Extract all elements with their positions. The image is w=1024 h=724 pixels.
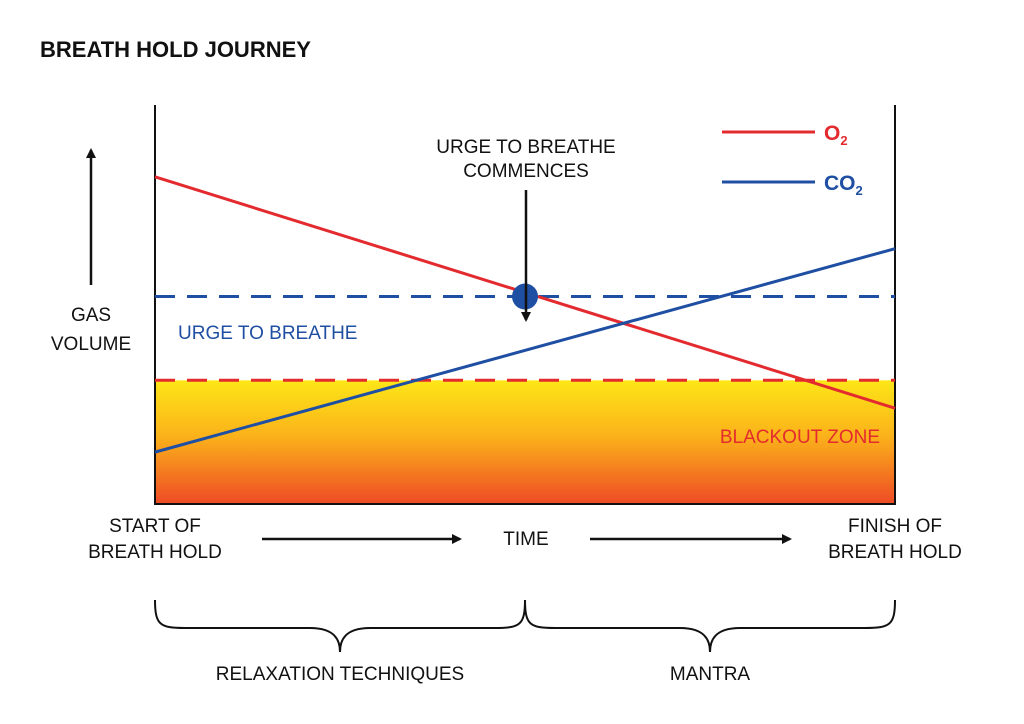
x-axis-start-label-line2: BREATH HOLD (88, 542, 222, 563)
diagram-title: BREATH HOLD JOURNEY (40, 37, 311, 62)
phase-label-mantra: MANTRA (670, 664, 751, 685)
co2-series-line (154, 247, 896, 454)
x-axis-finish-label-line1: FINISH OF (848, 516, 942, 537)
urge-commences-label-line1: URGE TO BREATHE (436, 137, 615, 158)
urge-threshold-label: URGE TO BREATHE (178, 323, 357, 344)
blackout-zone-area (155, 380, 895, 504)
legend-co2-subscript: 2 (856, 183, 863, 198)
legend: O2 CO2 (722, 122, 863, 198)
mantra-phase-brace (524, 599, 896, 653)
urge-commences-label-line2: COMMENCES (463, 161, 589, 182)
relaxation-phase-brace (154, 599, 526, 653)
y-axis-label-line2: VOLUME (51, 334, 131, 355)
legend-co2-label: CO2 (824, 172, 863, 198)
phase-label-relaxation: RELAXATION TECHNIQUES (216, 664, 464, 685)
blackout-zone-label: BLACKOUT ZONE (720, 427, 880, 448)
x-axis-time-label: TIME (503, 529, 548, 550)
x-axis-start-label-line1: START OF (109, 516, 201, 537)
legend-co2-name: CO (824, 172, 856, 195)
legend-o2-label: O2 (824, 122, 848, 148)
legend-o2-name: O (824, 122, 840, 145)
legend-o2-subscript: 2 (840, 133, 847, 148)
y-axis-label-line1: GAS (71, 305, 111, 326)
x-axis-finish-label-line2: BREATH HOLD (828, 542, 962, 563)
